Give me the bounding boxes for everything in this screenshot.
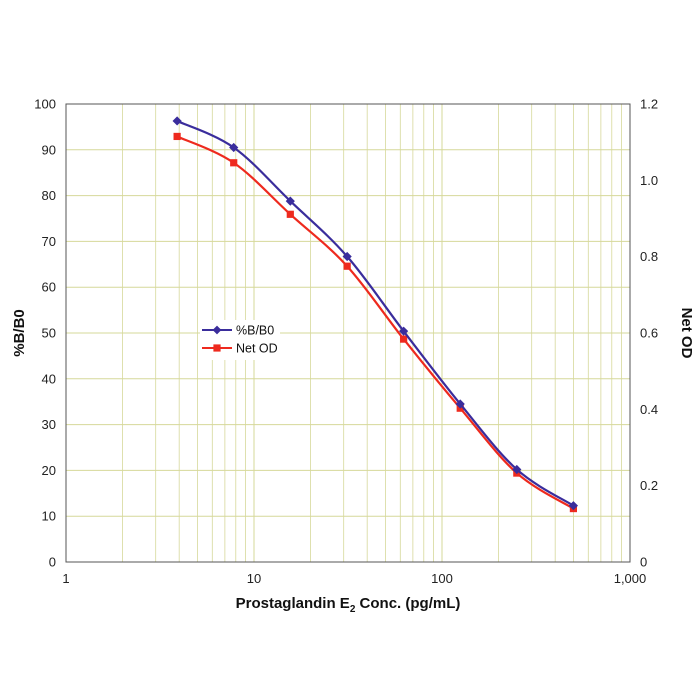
y-left-tick-label: 70 xyxy=(42,234,56,249)
legend-marker-bb0 xyxy=(212,325,222,335)
y-left-tick-label: 80 xyxy=(42,188,56,203)
legend-item-net-od: Net OD xyxy=(202,342,278,356)
y-left-tick-label: 90 xyxy=(42,142,56,157)
y-axis-left-title: %B/B0 xyxy=(11,309,28,357)
y-right-tick-label: 0 xyxy=(640,555,647,570)
data-point-bb0 xyxy=(172,116,182,126)
y-right-tick-label: 0.8 xyxy=(640,249,658,264)
y-left-tick-label: 10 xyxy=(42,509,56,524)
y-right-tick-label: 1.0 xyxy=(640,173,658,188)
x-axis-title: Prostaglandin E2 Conc. (pg/mL) xyxy=(236,595,461,615)
y-axis-right-title: Net OD xyxy=(678,308,695,359)
y-left-tick-label: 50 xyxy=(42,326,56,341)
data-point-bb0 xyxy=(229,142,239,153)
x-tick-label: 10 xyxy=(247,571,261,586)
y-left-tick-label: 100 xyxy=(34,97,56,112)
y-left-tick-label: 40 xyxy=(42,371,56,386)
data-point-bb0 xyxy=(342,251,352,262)
data-point-net-od xyxy=(400,335,408,343)
legend-item-bb0: %B/B0 xyxy=(202,324,274,338)
data-point-net-od xyxy=(343,262,351,270)
series-bb0 xyxy=(172,116,579,511)
x-axis-title-prefix: Prostaglandin E xyxy=(236,595,350,612)
x-tick-label: 100 xyxy=(431,571,453,586)
legend-label-bb0: %B/B0 xyxy=(236,324,274,338)
data-point-net-od xyxy=(230,159,238,167)
data-point-bb0 xyxy=(455,399,465,409)
x-tick-label: 1,000 xyxy=(614,571,647,586)
series-layer xyxy=(172,116,579,513)
legend-box xyxy=(200,320,280,360)
y-left-tick-label: 60 xyxy=(42,280,56,295)
legend-marker-net-od xyxy=(213,344,221,352)
data-point-bb0 xyxy=(399,326,409,336)
y-right-tick-label: 0.6 xyxy=(640,326,658,341)
x-tick-label: 1 xyxy=(62,571,69,586)
data-point-bb0 xyxy=(568,501,579,511)
series-line-bb0 xyxy=(176,119,574,507)
plot-frame xyxy=(65,103,631,563)
y-right-tick-label: 1.2 xyxy=(640,97,658,112)
y-left-tick-label: 0 xyxy=(49,555,56,570)
data-point-net-od xyxy=(173,132,181,141)
x-axis-title-suffix: Conc. (pg/mL) xyxy=(355,595,460,612)
legend-label-net-od: Net OD xyxy=(236,342,278,356)
series-line-net-od xyxy=(176,135,574,510)
y-left-tick-label: 30 xyxy=(42,417,56,432)
legend: %B/B0 Net OD xyxy=(200,320,280,360)
tick-labels: 1 10 100 1,000010203040506070809010000.20.4… xyxy=(34,97,658,587)
data-point-bb0 xyxy=(285,196,295,206)
data-point-net-od xyxy=(286,210,294,218)
y-right-tick-label: 0.4 xyxy=(640,402,658,417)
x-axis-title-subscript: 2 xyxy=(350,604,356,615)
data-point-bb0 xyxy=(512,464,522,475)
y-right-tick-label: 0.2 xyxy=(640,478,658,493)
y-left-tick-label: 20 xyxy=(42,463,56,478)
